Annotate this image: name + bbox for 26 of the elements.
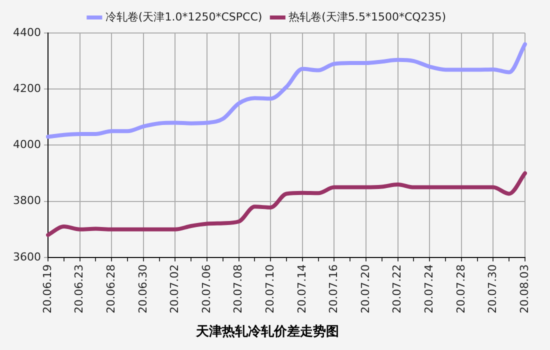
x-tick-label: 20.07.10 [263,264,276,314]
x-tick-label: 20.06.19 [40,264,54,314]
y-tick-label: 3600 [12,250,41,264]
x-tick-label: 20.07.08 [232,264,245,314]
line-series [46,42,527,139]
x-tick-label: 20.08.03 [518,264,531,314]
text: 天津热轧冷轧价差走势图 [195,324,339,340]
x-tick-label: 20.06.28 [104,264,118,314]
x-tick-label: 20.07.02 [168,264,182,314]
x-tick-label: 20.06.30 [136,264,150,314]
x-tick-label: 20.07.22 [390,264,404,314]
x-tick-label: 20.07.06 [200,264,213,314]
y-tick-label: 3800 [12,194,41,208]
x-tick-label: 20.07.28 [454,264,468,314]
line-series [46,171,527,237]
y-tick-label: 4000 [12,138,41,152]
x-tick-label: 20.07.20 [358,264,372,314]
x-tick-label: 20.07.24 [422,264,436,314]
y-tick-label: 4200 [12,82,41,95]
legend-label: 热轧卷(天津5.5*1500*CQ235) [288,10,446,24]
x-tick-label: 20.07.30 [486,264,500,314]
x-tick-label: 20.06.23 [72,264,86,314]
x-tick-label: 20.07.14 [295,264,308,314]
y-tick-label: 4400 [12,26,41,39]
legend-label: 冷轧卷(天津1.0*1250*CSPCC) [105,10,262,24]
x-tick-label: 20.07.16 [327,264,340,314]
